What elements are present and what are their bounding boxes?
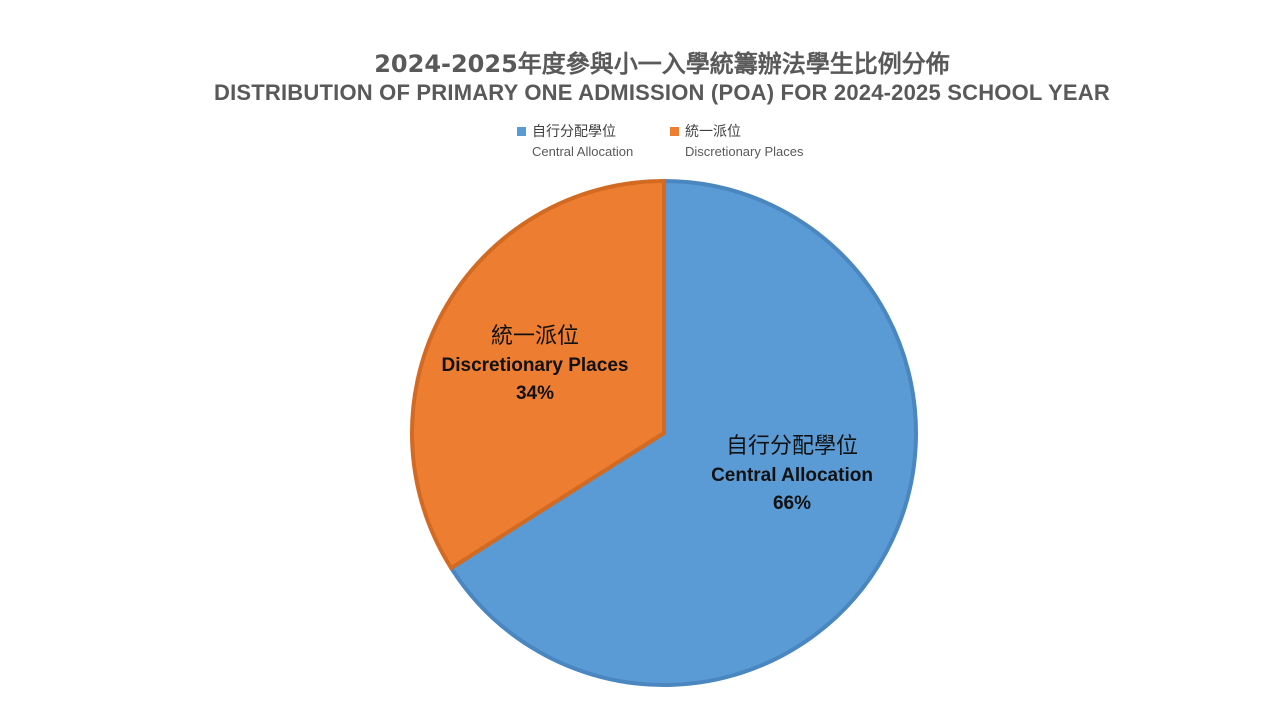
legend-swatch-central-allocation (517, 127, 526, 136)
slice-label-zh-central-allocation: 自行分配學位 (725, 434, 858, 459)
pie-slice-central-allocation (448, 178, 918, 687)
slice-label-pct-discretionary-places: 34% (515, 383, 555, 404)
slice-label-discretionary-places: 統一派位 Discretionary Places 34% (425, 322, 645, 408)
slice-label-en-central-allocation: Central Allocation (711, 465, 873, 486)
legend-label-en-discretionary-places: Discretionary Places (685, 144, 804, 159)
chart-title: 2024-2025年度參與小一入學統籌辦法學生比例分佈 (374, 50, 950, 78)
chart-subtitle: DISTRIBUTION OF PRIMARY ONE ADMISSION (P… (214, 80, 1110, 105)
legend-label-zh-discretionary-places: 統一派位 (685, 124, 741, 140)
slice-label-pct-central-allocation: 66% (772, 493, 812, 514)
slice-label-zh-discretionary-places: 統一派位 (490, 324, 579, 349)
slice-label-en-discretionary-places: Discretionary Places (441, 355, 629, 376)
pie-slices (410, 178, 918, 687)
chart-legend: 自行分配學位 Central Allocation 統一派位 Discretio… (0, 121, 1280, 165)
pie-slice-discretionary-places (410, 178, 666, 571)
slice-label-central-allocation: 自行分配學位 Central Allocation 66% (692, 432, 892, 518)
legend-swatch-discretionary-places (670, 127, 679, 136)
legend-label-en-central-allocation: Central Allocation (532, 144, 634, 159)
legend-label-zh-central-allocation: 自行分配學位 (532, 124, 616, 140)
